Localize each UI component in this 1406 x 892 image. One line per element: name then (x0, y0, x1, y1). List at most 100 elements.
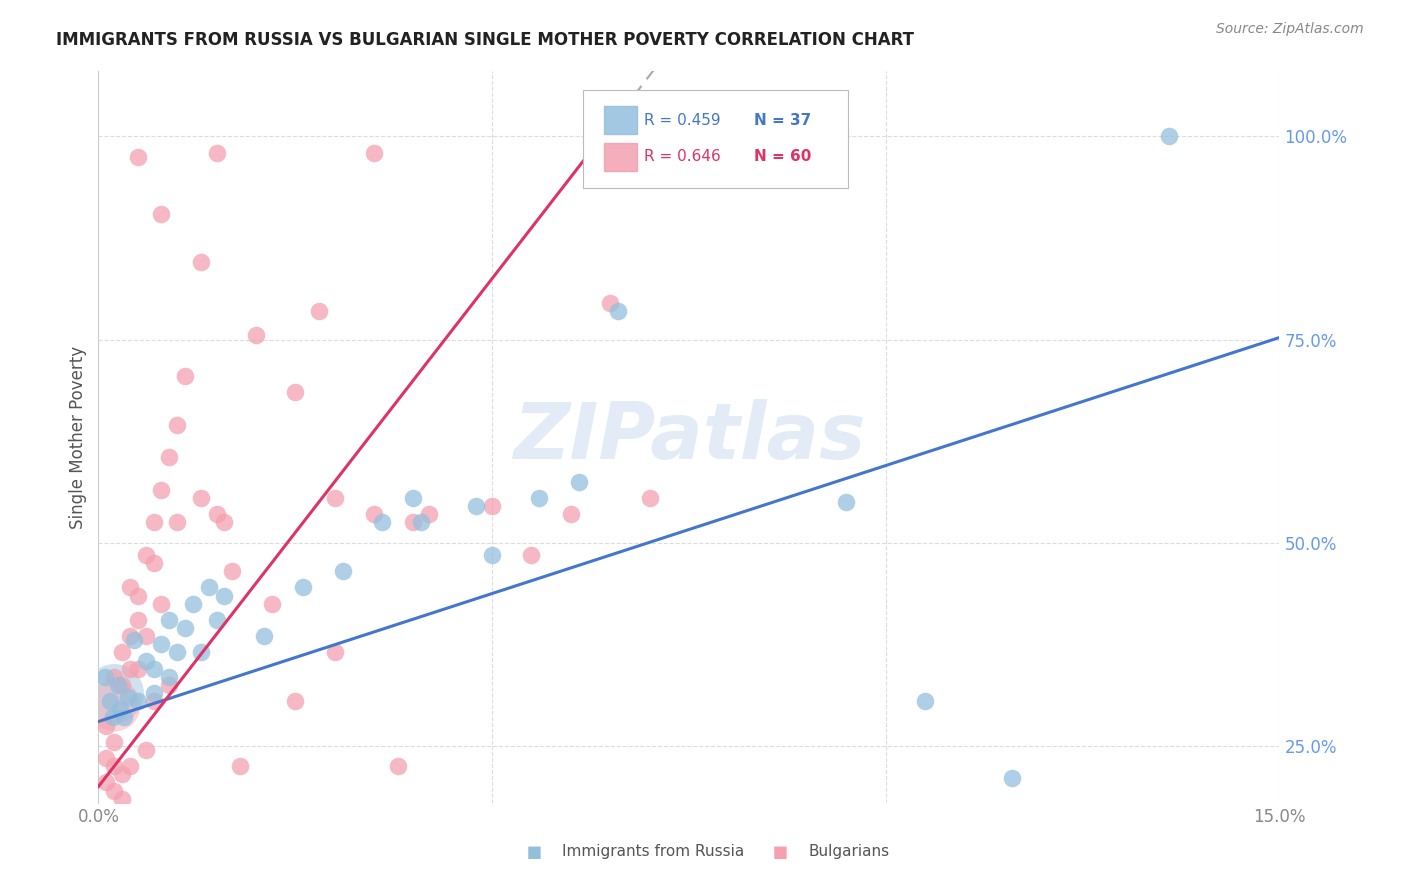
Text: N = 37: N = 37 (754, 113, 811, 128)
Point (135, 548, 157, 562)
Point (402, 491, 425, 505)
Point (332, 564, 354, 578)
Point (221, 564, 243, 578)
Point (96, 775, 118, 789)
Point (103, 783, 125, 797)
Point (157, 678, 180, 692)
Point (127, 589, 149, 603)
Point (174, 369, 197, 384)
Point (308, 304, 330, 318)
Point (245, 328, 267, 343)
Point (107, 678, 129, 692)
Point (371, 516, 394, 530)
Text: Source: ZipAtlas.com: Source: ZipAtlas.com (1216, 22, 1364, 37)
Point (111, 791, 134, 805)
Point (205, 508, 228, 522)
FancyBboxPatch shape (582, 90, 848, 188)
Point (260, 597, 283, 611)
Point (166, 645, 188, 659)
Point (118, 759, 141, 773)
Point (103, 735, 125, 749)
Point (174, 621, 197, 635)
Point (560, 508, 582, 522)
Point (481, 499, 503, 513)
Point (142, 516, 165, 530)
Text: Immigrants from Russia: Immigrants from Russia (562, 845, 745, 859)
Point (142, 556, 165, 570)
Point (323, 645, 346, 659)
Point (127, 150, 149, 164)
Point (111, 767, 134, 781)
Point (190, 255, 212, 269)
Text: ZIPatlas: ZIPatlas (513, 399, 865, 475)
Point (127, 613, 149, 627)
Point (118, 662, 141, 676)
Point (135, 743, 157, 757)
Point (127, 694, 149, 708)
Point (117, 690, 139, 705)
Point (166, 516, 188, 530)
Point (520, 548, 543, 562)
Text: Bulgarians: Bulgarians (808, 845, 890, 859)
Point (214, 516, 236, 530)
Point (599, 296, 621, 310)
Point (205, 613, 228, 627)
Point (529, 491, 551, 505)
Point (103, 686, 125, 700)
Point (166, 417, 188, 432)
Point (157, 613, 180, 627)
Point (607, 304, 630, 318)
Point (135, 629, 157, 643)
Point (118, 629, 141, 643)
Point (127, 662, 149, 676)
Point (1001, 772, 1024, 786)
Point (197, 581, 219, 595)
Point (157, 670, 180, 684)
Point (96, 718, 118, 732)
Point (142, 662, 165, 676)
Point (292, 581, 315, 595)
Point (190, 491, 212, 505)
Point (142, 686, 165, 700)
Point (111, 678, 134, 692)
Text: IMMIGRANTS FROM RUSSIA VS BULGARIAN SINGLE MOTHER POVERTY CORRELATION CHART: IMMIGRANTS FROM RUSSIA VS BULGARIAN SING… (56, 31, 914, 49)
Point (103, 698, 125, 713)
Point (122, 633, 145, 648)
Point (181, 597, 204, 611)
Point (142, 694, 165, 708)
Point (363, 145, 385, 160)
Point (101, 710, 124, 724)
Bar (605, 106, 637, 135)
Point (481, 548, 503, 562)
Point (284, 385, 307, 400)
Point (411, 516, 433, 530)
Point (284, 694, 307, 708)
Point (157, 450, 180, 465)
Text: ▪: ▪ (772, 840, 789, 863)
Point (98, 694, 121, 708)
Point (914, 694, 936, 708)
Point (96, 751, 118, 765)
Point (118, 808, 141, 822)
Point (568, 475, 591, 489)
Bar (605, 143, 637, 171)
Point (150, 597, 173, 611)
Point (103, 670, 125, 684)
Point (205, 145, 228, 160)
Point (93, 670, 115, 684)
Point (150, 637, 173, 651)
Y-axis label: Single Mother Poverty: Single Mother Poverty (69, 345, 87, 529)
Point (150, 206, 173, 220)
Text: R = 0.646: R = 0.646 (644, 150, 721, 164)
Point (110, 702, 132, 716)
Point (465, 499, 488, 513)
Point (402, 516, 425, 530)
Text: R = 0.459: R = 0.459 (644, 113, 721, 128)
Point (118, 581, 141, 595)
Point (214, 589, 236, 603)
Point (111, 645, 134, 659)
Text: N = 60: N = 60 (754, 150, 811, 164)
Point (387, 759, 409, 773)
Point (323, 491, 346, 505)
Point (835, 495, 858, 509)
